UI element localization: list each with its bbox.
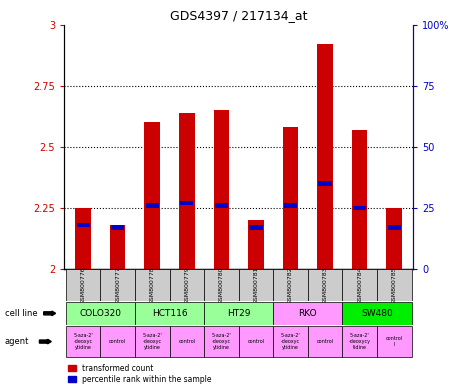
Text: control
l: control l xyxy=(386,336,403,347)
Bar xyxy=(342,269,377,301)
Bar xyxy=(319,181,332,185)
Bar xyxy=(308,269,342,301)
Text: 5-aza-2'
-deoxyc
ytidine: 5-aza-2' -deoxyc ytidine xyxy=(281,333,300,350)
Bar xyxy=(204,302,273,325)
Text: GSM800784: GSM800784 xyxy=(357,266,362,304)
Bar xyxy=(76,208,91,269)
Bar xyxy=(180,201,193,205)
Text: control: control xyxy=(247,339,265,344)
Bar xyxy=(308,326,342,357)
Bar xyxy=(387,208,402,269)
Text: HT29: HT29 xyxy=(227,309,250,318)
Bar xyxy=(135,269,170,301)
Bar xyxy=(146,203,159,208)
Bar xyxy=(283,127,298,269)
Bar xyxy=(204,326,238,357)
Bar xyxy=(238,269,273,301)
Bar xyxy=(76,223,90,227)
Text: 5-aza-2'
-deoxyc
ytidine: 5-aza-2' -deoxyc ytidine xyxy=(73,333,93,350)
Bar xyxy=(342,326,377,357)
Bar xyxy=(273,326,308,357)
Bar xyxy=(214,110,229,269)
Bar xyxy=(317,45,333,269)
Text: control: control xyxy=(109,339,126,344)
Bar xyxy=(352,130,368,269)
Bar xyxy=(100,326,135,357)
Text: RKO: RKO xyxy=(298,309,317,318)
Bar xyxy=(353,206,366,210)
Bar xyxy=(388,225,401,230)
Text: GSM800782: GSM800782 xyxy=(288,266,293,304)
Text: control: control xyxy=(178,339,195,344)
Bar xyxy=(377,269,411,301)
Text: HCT116: HCT116 xyxy=(152,309,187,318)
Text: GSM800777: GSM800777 xyxy=(115,266,120,304)
Text: 5-aza-2'
-deoxyc
ytidine: 5-aza-2' -deoxyc ytidine xyxy=(142,333,162,350)
Bar xyxy=(144,122,160,269)
Bar xyxy=(66,269,100,301)
Bar xyxy=(66,302,135,325)
Bar xyxy=(284,203,297,208)
Bar xyxy=(273,302,342,325)
Bar xyxy=(66,326,100,357)
Bar xyxy=(215,203,228,208)
Bar xyxy=(238,326,273,357)
Text: GSM800779: GSM800779 xyxy=(184,266,190,304)
Bar xyxy=(100,269,135,301)
Bar xyxy=(170,326,204,357)
Bar xyxy=(111,225,124,230)
Bar xyxy=(135,326,170,357)
Bar xyxy=(248,220,264,269)
Text: GSM800785: GSM800785 xyxy=(392,266,397,304)
Bar xyxy=(110,225,125,269)
Title: GDS4397 / 217134_at: GDS4397 / 217134_at xyxy=(170,9,307,22)
Bar xyxy=(249,225,263,230)
Text: SW480: SW480 xyxy=(361,309,393,318)
Text: control: control xyxy=(316,339,333,344)
Bar xyxy=(273,269,308,301)
Text: COLO320: COLO320 xyxy=(79,309,122,318)
Text: cell line: cell line xyxy=(5,309,38,318)
Bar xyxy=(377,326,411,357)
Bar xyxy=(204,269,238,301)
Text: GSM800778: GSM800778 xyxy=(150,266,155,304)
Legend: transformed count, percentile rank within the sample: transformed count, percentile rank withi… xyxy=(68,364,211,384)
Text: GSM800780: GSM800780 xyxy=(219,266,224,304)
Text: GSM800781: GSM800781 xyxy=(254,266,258,304)
Text: GSM800776: GSM800776 xyxy=(81,266,85,304)
Text: 5-aza-2'
-deoxycy
tidine: 5-aza-2' -deoxycy tidine xyxy=(349,333,370,350)
Text: agent: agent xyxy=(5,337,29,346)
Bar xyxy=(342,302,411,325)
Bar xyxy=(170,269,204,301)
Text: GSM800783: GSM800783 xyxy=(323,266,328,304)
Bar xyxy=(135,302,204,325)
Text: 5-aza-2'
-deoxyc
ytidine: 5-aza-2' -deoxyc ytidine xyxy=(211,333,231,350)
Bar xyxy=(179,113,195,269)
